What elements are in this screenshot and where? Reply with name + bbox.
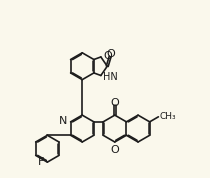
- Text: HN: HN: [103, 72, 118, 82]
- Text: O: O: [106, 49, 115, 59]
- Text: O: O: [103, 51, 112, 61]
- Text: CH₃: CH₃: [160, 112, 176, 121]
- Text: N: N: [59, 116, 67, 126]
- Text: F: F: [38, 157, 45, 167]
- Text: O: O: [110, 145, 119, 155]
- Text: O: O: [110, 98, 119, 108]
